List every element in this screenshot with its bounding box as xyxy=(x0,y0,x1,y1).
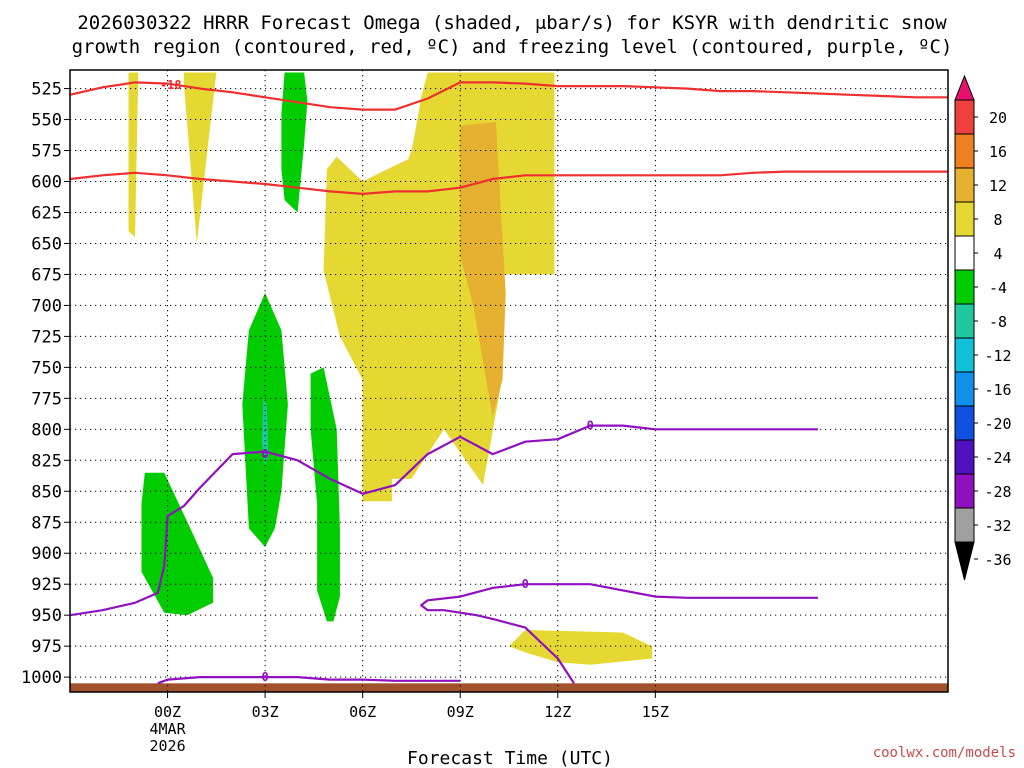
y-tick-label: 625 xyxy=(31,203,62,223)
colorbar-segment xyxy=(954,99,975,135)
colorbar-segment xyxy=(954,269,975,305)
omega-region-2 xyxy=(323,72,555,502)
x-tick-label: 12Z xyxy=(544,703,571,721)
y-axis-ticks: 525 550 575 600 625 650 675 700 725 750 775 800 825 8… xyxy=(21,80,70,688)
colorbar-segment xyxy=(954,337,975,373)
plot-area: -18 0 0 0 0 xyxy=(69,69,949,693)
colorbar-top-arrow xyxy=(954,74,975,101)
omega-shading xyxy=(128,72,653,665)
contour-line-3 xyxy=(420,583,818,684)
x-tick-sublabel: 4MAR xyxy=(149,720,186,738)
y-tick-label: 900 xyxy=(31,544,62,564)
contour-labels: -18 0 0 0 0 xyxy=(160,78,594,684)
contour-line-1 xyxy=(70,170,948,195)
colorbar-label: -32 xyxy=(984,517,1011,535)
colorbar-label: -24 xyxy=(984,449,1011,467)
colorbar-segment xyxy=(954,133,975,169)
plot-frame xyxy=(69,69,949,693)
omega-region-9 xyxy=(141,472,214,616)
colorbar-bottom-arrow xyxy=(954,541,975,581)
contour-line-2 xyxy=(70,424,818,617)
x-tick-label: 03Z xyxy=(252,703,279,721)
colorbar-segment xyxy=(954,235,975,271)
colorbar-label: -20 xyxy=(984,415,1011,433)
omega-region-8 xyxy=(310,367,340,622)
y-tick-label: 525 xyxy=(31,80,62,100)
contour-line-0 xyxy=(70,81,948,111)
y-tick-label: 800 xyxy=(31,420,62,440)
y-tick-label: 675 xyxy=(31,265,62,285)
colorbar-segment xyxy=(954,371,975,407)
colorbar-label: -4 xyxy=(989,279,1007,297)
colorbar: 20 16 12 8 4 -4 -8 -12 -16 -20 -24 -28 -32 -36 xyxy=(954,74,1012,581)
y-tick-label: 1000 xyxy=(21,668,62,688)
omega-region-3 xyxy=(460,122,506,417)
colorbar-label: -36 xyxy=(984,551,1011,569)
terrain-fill xyxy=(70,683,948,692)
y-tick-label: 750 xyxy=(31,358,62,378)
colorbar-segment xyxy=(954,507,975,543)
colorbar-segment xyxy=(954,439,975,475)
chart-title-line2: growth region (contoured, red, ºC) and f… xyxy=(72,36,953,58)
colorbar-segment xyxy=(954,473,975,509)
y-tick-label: 700 xyxy=(31,296,62,316)
contour-lines xyxy=(70,81,948,685)
y-tick-label: 725 xyxy=(31,327,62,347)
omega-region-7 xyxy=(261,398,269,467)
colorbar-label: -28 xyxy=(984,483,1011,501)
grid-lines xyxy=(70,70,948,692)
x-tick-label: 09Z xyxy=(447,703,474,721)
colorbar-label: -8 xyxy=(989,313,1007,331)
colorbar-segment xyxy=(954,303,975,339)
contour-label: 0 xyxy=(261,670,268,684)
colorbar-label: 4 xyxy=(993,245,1002,263)
y-tick-label: 825 xyxy=(31,451,62,471)
y-tick-label: 775 xyxy=(31,389,62,409)
omega-region-5 xyxy=(281,72,308,213)
x-axis-label: Forecast Time (UTC) xyxy=(407,748,613,768)
colorbar-label: -16 xyxy=(984,381,1011,399)
y-tick-label: 600 xyxy=(31,173,62,193)
terrain-band xyxy=(70,683,948,692)
x-tick-label: 15Z xyxy=(642,703,669,721)
contour-label: 0 xyxy=(522,577,529,591)
colorbar-label: 12 xyxy=(989,177,1007,195)
colorbar-label: 16 xyxy=(989,143,1007,161)
colorbar-segment xyxy=(954,201,975,237)
colorbar-segment xyxy=(954,167,975,203)
x-tick-label: 06Z xyxy=(349,703,376,721)
y-tick-label: 850 xyxy=(31,482,62,502)
omega-region-4 xyxy=(509,630,653,665)
y-tick-label: 575 xyxy=(31,142,62,162)
y-tick-label: 950 xyxy=(31,606,62,626)
x-tick-label: 00Z xyxy=(154,703,181,721)
contour-label: 0 xyxy=(587,419,594,433)
x-tick-sublabel: 2026 xyxy=(149,737,185,755)
y-tick-label: 550 xyxy=(31,111,62,131)
contour-label: -18 xyxy=(160,78,182,92)
y-tick-label: 650 xyxy=(31,234,62,254)
y-tick-label: 925 xyxy=(31,575,62,595)
contour-line-4 xyxy=(157,676,461,685)
chart-title-line1: 2026030322 HRRR Forecast Omega (shaded, … xyxy=(77,12,947,34)
y-tick-label: 975 xyxy=(31,637,62,657)
credit-text: coolwx.com/models xyxy=(873,745,1016,761)
contour-label: 0 xyxy=(261,447,268,461)
colorbar-label: -12 xyxy=(984,347,1011,365)
omega-region-0 xyxy=(128,72,139,238)
colorbar-segment xyxy=(954,405,975,441)
y-tick-label: 875 xyxy=(31,513,62,533)
colorbar-label: 8 xyxy=(993,211,1002,229)
omega-region-1 xyxy=(183,72,217,244)
colorbar-label: 20 xyxy=(989,109,1007,127)
